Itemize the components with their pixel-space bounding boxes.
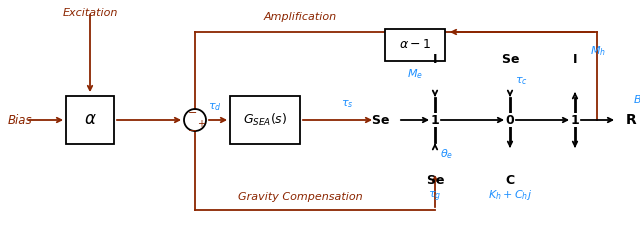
Text: $M_h$: $M_h$	[590, 44, 606, 58]
Text: $M_e$: $M_e$	[407, 67, 423, 81]
Text: +: +	[197, 120, 205, 129]
Text: $\mathbf{Se}$: $\mathbf{Se}$	[500, 53, 520, 66]
Text: 1: 1	[431, 114, 440, 126]
Text: 0: 0	[506, 114, 515, 126]
Text: $B_h$: $B_h$	[633, 93, 640, 107]
Text: $\tau_s$: $\tau_s$	[340, 98, 353, 110]
Text: $\mathbf{Se}$: $\mathbf{Se}$	[426, 174, 444, 187]
Text: Amplification: Amplification	[264, 12, 337, 22]
Text: $\alpha - 1$: $\alpha - 1$	[399, 38, 431, 52]
Text: $\mathbf{Se}$: $\mathbf{Se}$	[371, 114, 389, 126]
Text: $\tau_c$: $\tau_c$	[515, 75, 528, 87]
Text: $\theta_e$: $\theta_e$	[440, 147, 453, 161]
Text: $-$: $-$	[187, 124, 197, 134]
Text: $\mathbf{I}$: $\mathbf{I}$	[432, 53, 438, 66]
Text: $\mathbf{I}$: $\mathbf{I}$	[572, 53, 578, 66]
Text: Gravity Compensation: Gravity Compensation	[237, 192, 362, 202]
Text: $K_h + C_h j$: $K_h + C_h j$	[488, 188, 532, 202]
Text: $-$: $-$	[187, 106, 197, 116]
Text: Bias: Bias	[8, 114, 33, 126]
Bar	[385, 29, 445, 61]
Text: $\mathbf{C}$: $\mathbf{C}$	[505, 174, 515, 187]
Bar	[230, 96, 300, 144]
Text: $G_{SEA}(s)$: $G_{SEA}(s)$	[243, 112, 287, 128]
Text: 1: 1	[571, 114, 579, 126]
Text: $\tau_g$: $\tau_g$	[428, 190, 442, 204]
Text: $\mathbf{R}$: $\mathbf{R}$	[625, 113, 637, 127]
Text: $\alpha$: $\alpha$	[84, 112, 97, 128]
Text: Excitation: Excitation	[62, 8, 118, 18]
Bar	[66, 96, 114, 144]
Text: $\tau_d$: $\tau_d$	[208, 101, 221, 113]
